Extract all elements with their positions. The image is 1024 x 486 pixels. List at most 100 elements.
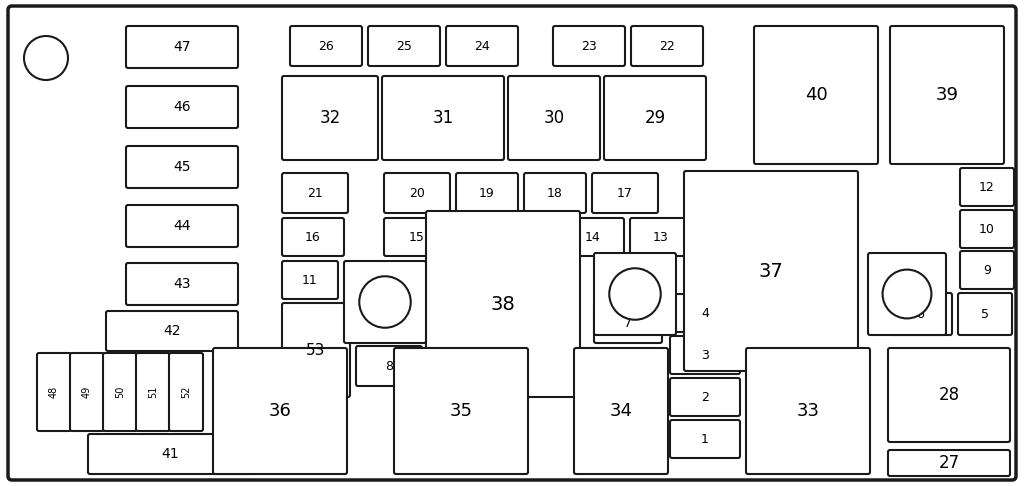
FancyBboxPatch shape — [282, 218, 344, 256]
Text: 43: 43 — [173, 277, 190, 291]
Text: 11: 11 — [302, 274, 317, 287]
Circle shape — [24, 36, 68, 80]
Text: 26: 26 — [318, 39, 334, 52]
Text: 29: 29 — [644, 109, 666, 127]
Text: 35: 35 — [450, 402, 472, 420]
Text: 30: 30 — [544, 109, 564, 127]
Circle shape — [359, 276, 411, 328]
FancyBboxPatch shape — [126, 263, 238, 305]
Circle shape — [609, 268, 660, 320]
FancyBboxPatch shape — [684, 171, 858, 371]
FancyBboxPatch shape — [136, 353, 170, 431]
Text: 9: 9 — [983, 263, 991, 277]
FancyBboxPatch shape — [888, 450, 1010, 476]
FancyBboxPatch shape — [961, 251, 1014, 289]
FancyBboxPatch shape — [103, 353, 137, 431]
FancyBboxPatch shape — [670, 378, 740, 416]
Text: 47: 47 — [173, 40, 190, 54]
FancyBboxPatch shape — [282, 76, 378, 160]
Text: 32: 32 — [319, 109, 341, 127]
Text: 40: 40 — [805, 86, 827, 104]
FancyBboxPatch shape — [290, 26, 362, 66]
FancyBboxPatch shape — [126, 146, 238, 188]
Text: 48: 48 — [49, 386, 59, 398]
FancyBboxPatch shape — [213, 348, 347, 474]
FancyBboxPatch shape — [574, 348, 668, 474]
Text: 28: 28 — [938, 386, 959, 404]
Text: 13: 13 — [653, 230, 669, 243]
Text: 39: 39 — [936, 86, 958, 104]
FancyBboxPatch shape — [126, 205, 238, 247]
Text: 8: 8 — [385, 360, 393, 372]
FancyBboxPatch shape — [890, 26, 1004, 164]
FancyBboxPatch shape — [888, 293, 952, 335]
Text: 34: 34 — [609, 402, 633, 420]
Text: 37: 37 — [759, 261, 783, 280]
Text: 42: 42 — [163, 324, 181, 338]
FancyBboxPatch shape — [126, 26, 238, 68]
Circle shape — [883, 270, 932, 318]
FancyBboxPatch shape — [344, 261, 426, 343]
Text: 33: 33 — [797, 402, 819, 420]
FancyBboxPatch shape — [282, 303, 350, 397]
Text: 24: 24 — [474, 39, 489, 52]
FancyBboxPatch shape — [37, 353, 71, 431]
FancyBboxPatch shape — [524, 173, 586, 213]
Text: 21: 21 — [307, 187, 323, 199]
FancyBboxPatch shape — [562, 218, 624, 256]
FancyBboxPatch shape — [508, 76, 600, 160]
Text: 46: 46 — [173, 100, 190, 114]
Text: 3: 3 — [701, 348, 709, 362]
Text: 4: 4 — [701, 307, 709, 319]
FancyBboxPatch shape — [70, 353, 104, 431]
Text: 20: 20 — [409, 187, 425, 199]
Text: 1: 1 — [701, 433, 709, 446]
FancyBboxPatch shape — [282, 261, 338, 299]
FancyBboxPatch shape — [8, 6, 1016, 480]
Text: 16: 16 — [305, 230, 321, 243]
Text: 36: 36 — [268, 402, 292, 420]
Text: 10: 10 — [979, 223, 995, 236]
Text: 27: 27 — [938, 454, 959, 472]
Text: 25: 25 — [396, 39, 412, 52]
FancyBboxPatch shape — [169, 353, 203, 431]
FancyBboxPatch shape — [888, 348, 1010, 442]
FancyBboxPatch shape — [594, 253, 676, 335]
Text: 23: 23 — [582, 39, 597, 52]
Text: 5: 5 — [981, 308, 989, 320]
Text: 15: 15 — [409, 230, 425, 243]
FancyBboxPatch shape — [382, 76, 504, 160]
FancyBboxPatch shape — [594, 303, 662, 343]
FancyBboxPatch shape — [604, 76, 706, 160]
Text: 38: 38 — [490, 295, 515, 313]
FancyBboxPatch shape — [631, 26, 703, 66]
FancyBboxPatch shape — [446, 26, 518, 66]
Text: 31: 31 — [432, 109, 454, 127]
FancyBboxPatch shape — [282, 173, 348, 213]
Text: 41: 41 — [161, 447, 179, 461]
Text: 19: 19 — [479, 187, 495, 199]
Text: 52: 52 — [181, 386, 191, 398]
Text: 14: 14 — [585, 230, 601, 243]
FancyBboxPatch shape — [456, 173, 518, 213]
FancyBboxPatch shape — [88, 434, 252, 474]
FancyBboxPatch shape — [961, 210, 1014, 248]
Text: 51: 51 — [148, 386, 158, 398]
Text: 12: 12 — [979, 180, 995, 193]
FancyBboxPatch shape — [106, 311, 238, 351]
Text: 50: 50 — [115, 386, 125, 398]
FancyBboxPatch shape — [754, 26, 878, 164]
FancyBboxPatch shape — [592, 173, 658, 213]
FancyBboxPatch shape — [426, 211, 580, 397]
Text: 2: 2 — [701, 390, 709, 403]
FancyBboxPatch shape — [394, 348, 528, 474]
FancyBboxPatch shape — [670, 336, 740, 374]
FancyBboxPatch shape — [868, 253, 946, 335]
FancyBboxPatch shape — [126, 86, 238, 128]
FancyBboxPatch shape — [961, 168, 1014, 206]
FancyBboxPatch shape — [746, 348, 870, 474]
FancyBboxPatch shape — [368, 26, 440, 66]
Text: 53: 53 — [306, 343, 326, 358]
FancyBboxPatch shape — [670, 420, 740, 458]
Text: 44: 44 — [173, 219, 190, 233]
